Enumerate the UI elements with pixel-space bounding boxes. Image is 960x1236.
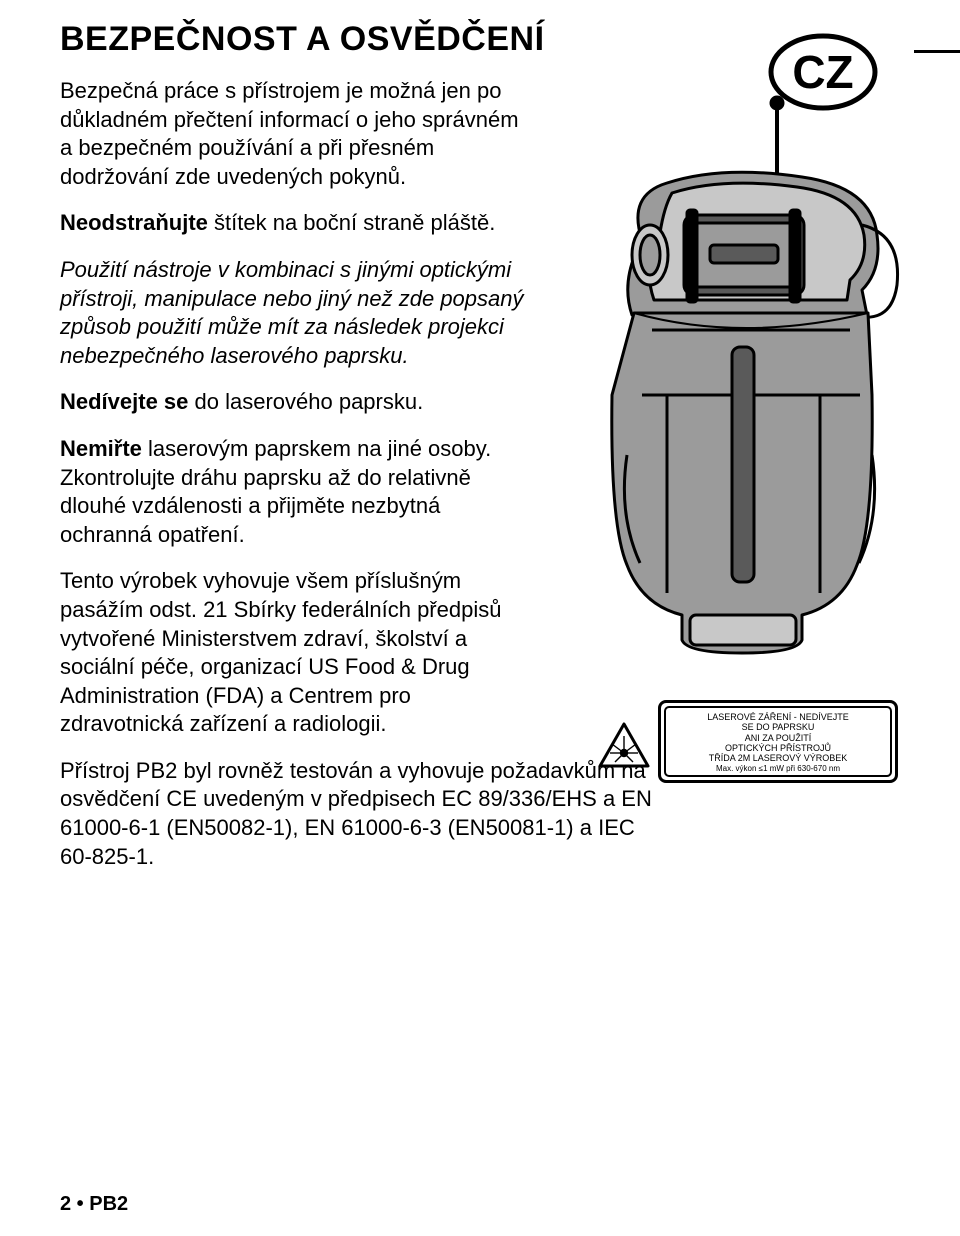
bold-nemirte: Nemiřte xyxy=(60,436,142,461)
body-column: Bezpečná práce s přístrojem je možná jen… xyxy=(60,77,530,739)
laser-line-6: Max. výkon ≤1 mW při 630-670 nm xyxy=(670,764,886,773)
paragraph-5: Nemiřte laserovým paprskem na jiné osoby… xyxy=(60,435,530,549)
laser-warning-text: LASEROVÉ ZÁŘENÍ - NEDÍVEJTE SE DO PAPRSK… xyxy=(664,706,892,777)
laser-warning-label: LASEROVÉ ZÁŘENÍ - NEDÍVEJTE SE DO PAPRSK… xyxy=(598,700,898,790)
paragraph-6: Tento výrobek vyhovuje všem příslušným p… xyxy=(60,567,530,739)
paragraph-3: Použití nástroje v kombinaci s jinými op… xyxy=(60,256,530,370)
paragraph-7: Přístroj PB2 byl rovněž testován a vyhov… xyxy=(60,757,670,871)
laser-line-5: TŘÍDA 2M LASEROVÝ VÝROBEK xyxy=(670,753,886,763)
p4-rest: do laserového paprsku. xyxy=(188,389,423,414)
laser-warning-triangle-icon xyxy=(598,722,650,770)
body-full-width: Přístroj PB2 byl rovněž testován a vyhov… xyxy=(60,757,670,871)
device-illustration xyxy=(572,95,912,655)
laser-warning-box: LASEROVÉ ZÁŘENÍ - NEDÍVEJTE SE DO PAPRSK… xyxy=(658,700,898,783)
paragraph-4: Nedívejte se do laserového paprsku. xyxy=(60,388,530,417)
page-footer: 2 • PB2 xyxy=(60,1193,128,1216)
paragraph-1: Bezpečná práce s přístrojem je možná jen… xyxy=(60,77,530,191)
laser-line-3: ANI ZA POUŽITÍ xyxy=(670,733,886,743)
laser-line-4: OPTICKÝCH PŘÍSTROJŮ xyxy=(670,743,886,753)
bold-nedivejte: Nedívejte se xyxy=(60,389,188,414)
paragraph-2: Neodstraňujte štítek na boční straně plá… xyxy=(60,209,530,238)
laser-line-1: LASEROVÉ ZÁŘENÍ - NEDÍVEJTE xyxy=(670,712,886,722)
p2-rest: štítek na boční straně pláště. xyxy=(208,210,495,235)
laser-line-2: SE DO PAPRSKU xyxy=(670,722,886,732)
country-code-text: CZ xyxy=(792,46,853,98)
country-badge-line xyxy=(914,50,960,53)
bold-neodstranujte: Neodstraňujte xyxy=(60,210,208,235)
